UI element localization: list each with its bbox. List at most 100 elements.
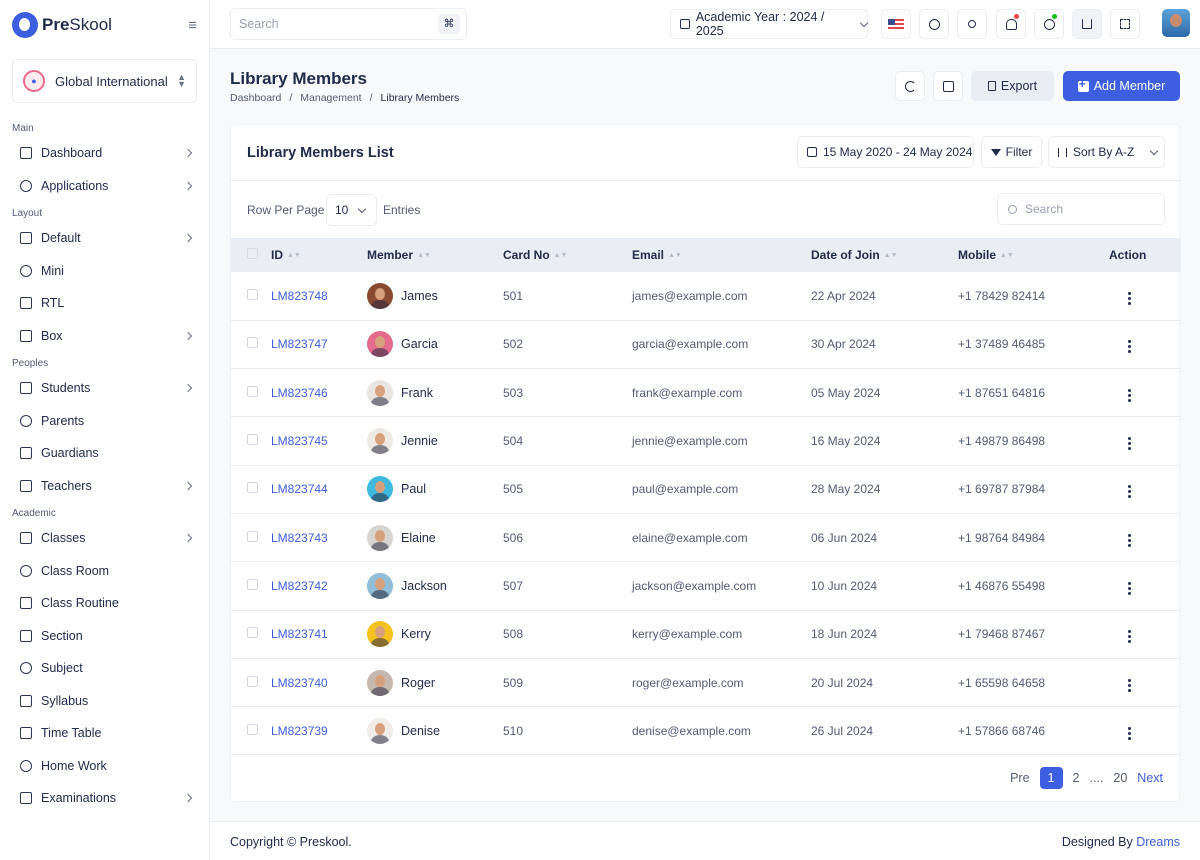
- designer-link[interactable]: Dreams: [1136, 835, 1180, 849]
- school-selector[interactable]: ● Global International ▲ ▼: [12, 59, 197, 103]
- member-cell: Jennie: [367, 417, 503, 465]
- row-per-page-select[interactable]: 10: [326, 194, 377, 226]
- sidebar-item-box[interactable]: Box: [0, 320, 209, 353]
- sidebar-item-section[interactable]: Section: [0, 620, 209, 653]
- pagination-next[interactable]: Next: [1137, 771, 1163, 785]
- date-range-picker[interactable]: 15 May 2020 - 24 May 2024: [797, 136, 974, 168]
- row-checkbox[interactable]: [247, 723, 258, 735]
- row-checkbox[interactable]: [247, 337, 258, 349]
- more-options-icon[interactable]: [1128, 635, 1131, 639]
- column-header-date-of-join[interactable]: Date of Join ▲▼: [811, 248, 898, 262]
- pagination-prev[interactable]: Pre: [1010, 771, 1030, 785]
- reports-button[interactable]: [1072, 9, 1102, 39]
- sidebar-item-class-room[interactable]: Class Room: [0, 555, 209, 588]
- sidebar-item-class-routine[interactable]: Class Routine: [0, 587, 209, 620]
- row-checkbox[interactable]: [247, 578, 258, 590]
- filter-button[interactable]: Filter: [981, 136, 1042, 168]
- member-avatar: [367, 476, 393, 503]
- sidebar-item-applications[interactable]: Applications: [0, 170, 209, 203]
- messages-button[interactable]: [1034, 9, 1064, 39]
- table-search-input[interactable]: Search: [997, 193, 1165, 225]
- language-button[interactable]: [881, 9, 911, 39]
- row-select-cell: [231, 417, 271, 465]
- sort-icon: [1058, 147, 1067, 157]
- member-id-link[interactable]: LM823741: [271, 627, 328, 642]
- more-options-icon[interactable]: [1128, 538, 1131, 542]
- pagination-page[interactable]: 2: [1072, 771, 1080, 785]
- member-id-link[interactable]: LM823740: [271, 675, 328, 690]
- global-search-input[interactable]: Search ⌘: [230, 8, 467, 40]
- member-id-link[interactable]: LM823742: [271, 578, 328, 593]
- school-cap-icon: [20, 382, 32, 395]
- member-name: Frank: [401, 385, 433, 400]
- sidebar-item-classes[interactable]: Classes: [0, 522, 209, 555]
- row-checkbox[interactable]: [247, 675, 258, 687]
- sidebar-item-examinations[interactable]: Examinations: [0, 782, 209, 815]
- sidebar-item-syllabus[interactable]: Syllabus: [0, 685, 209, 718]
- more-options-icon[interactable]: [1128, 296, 1131, 300]
- member-id-link[interactable]: LM823739: [271, 723, 328, 738]
- member-mobile: +1 65598 64658: [958, 675, 1046, 690]
- export-label: Export: [1000, 79, 1038, 93]
- breadcrumb-management[interactable]: Management: [300, 92, 362, 104]
- member-mobile: +1 79468 87467: [958, 627, 1046, 642]
- sidebar-item-guardians[interactable]: Guardians: [0, 437, 209, 470]
- fullscreen-button[interactable]: [1110, 9, 1140, 39]
- column-header-id[interactable]: ID ▲▼: [271, 248, 301, 262]
- row-checkbox[interactable]: [247, 530, 258, 542]
- brand-logo[interactable]: PreSkool ≡: [0, 0, 209, 50]
- academic-year-dropdown[interactable]: Academic Year : 2024 / 2025: [670, 9, 869, 39]
- notifications-button[interactable]: [996, 9, 1026, 39]
- member-id-link[interactable]: LM823746: [271, 385, 328, 400]
- breadcrumb-dashboard[interactable]: Dashboard: [230, 92, 282, 104]
- row-checkbox[interactable]: [247, 385, 258, 397]
- member-mobile: +1 49879 86498: [958, 434, 1046, 449]
- select-all-checkbox[interactable]: [247, 248, 258, 259]
- row-checkbox[interactable]: [247, 482, 258, 494]
- sidebar-item-mini[interactable]: Mini: [0, 255, 209, 288]
- row-checkbox[interactable]: [247, 627, 258, 639]
- member-id-link[interactable]: LM823743: [271, 530, 328, 545]
- academic-year-label: Academic Year : 2024 / 2025: [695, 10, 825, 38]
- member-id-link[interactable]: LM823747: [271, 337, 328, 352]
- column-header-member[interactable]: Member ▲▼: [367, 248, 431, 262]
- sidebar-item-default[interactable]: Default: [0, 222, 209, 255]
- member-id-link[interactable]: LM823744: [271, 482, 328, 497]
- column-header-mobile[interactable]: Mobile ▲▼: [958, 248, 1014, 262]
- more-options-icon[interactable]: [1128, 731, 1131, 735]
- sidebar-item-parents[interactable]: Parents: [0, 405, 209, 438]
- sidebar-item-teachers[interactable]: Teachers: [0, 470, 209, 503]
- more-options-icon[interactable]: [1128, 442, 1131, 446]
- sidebar-item-dashboard[interactable]: Dashboard: [0, 137, 209, 170]
- more-options-icon[interactable]: [1128, 683, 1131, 687]
- more-options-icon[interactable]: [1128, 586, 1131, 590]
- member-id-link[interactable]: LM823745: [271, 434, 328, 449]
- export-button[interactable]: Export: [971, 71, 1054, 101]
- sidebar-item-subject[interactable]: Subject: [0, 652, 209, 685]
- sidebar-item-rtl[interactable]: RTL: [0, 287, 209, 320]
- refresh-button[interactable]: [895, 71, 925, 101]
- column-header-card-no[interactable]: Card No ▲▼: [503, 248, 568, 262]
- member-id-link[interactable]: LM823748: [271, 288, 328, 303]
- card-number: 506: [503, 530, 524, 545]
- row-checkbox[interactable]: [247, 434, 258, 446]
- pagination-page-current[interactable]: 1: [1039, 767, 1063, 789]
- action-cell: [1109, 320, 1181, 368]
- sidebar-item-time-table[interactable]: Time Table: [0, 717, 209, 750]
- print-button[interactable]: [933, 71, 963, 101]
- column-header-email[interactable]: Email ▲▼: [632, 248, 682, 262]
- sidebar-item-home-work[interactable]: Home Work: [0, 750, 209, 783]
- row-checkbox[interactable]: [247, 288, 258, 300]
- menu-toggle-icon[interactable]: ≡: [188, 16, 197, 34]
- add-new-button[interactable]: [919, 9, 949, 39]
- more-options-icon[interactable]: [1128, 490, 1131, 494]
- user-avatar[interactable]: [1162, 9, 1190, 37]
- theme-toggle-button[interactable]: [957, 9, 987, 39]
- add-member-button[interactable]: Add Member: [1063, 71, 1180, 101]
- more-options-icon[interactable]: [1128, 393, 1131, 397]
- sort-dropdown[interactable]: Sort By A-Z: [1048, 136, 1165, 168]
- sidebar-item-label: Classes: [41, 531, 86, 546]
- pagination-page-last[interactable]: 20: [1113, 771, 1128, 785]
- sidebar-item-students[interactable]: Students: [0, 372, 209, 405]
- more-options-icon[interactable]: [1128, 345, 1131, 349]
